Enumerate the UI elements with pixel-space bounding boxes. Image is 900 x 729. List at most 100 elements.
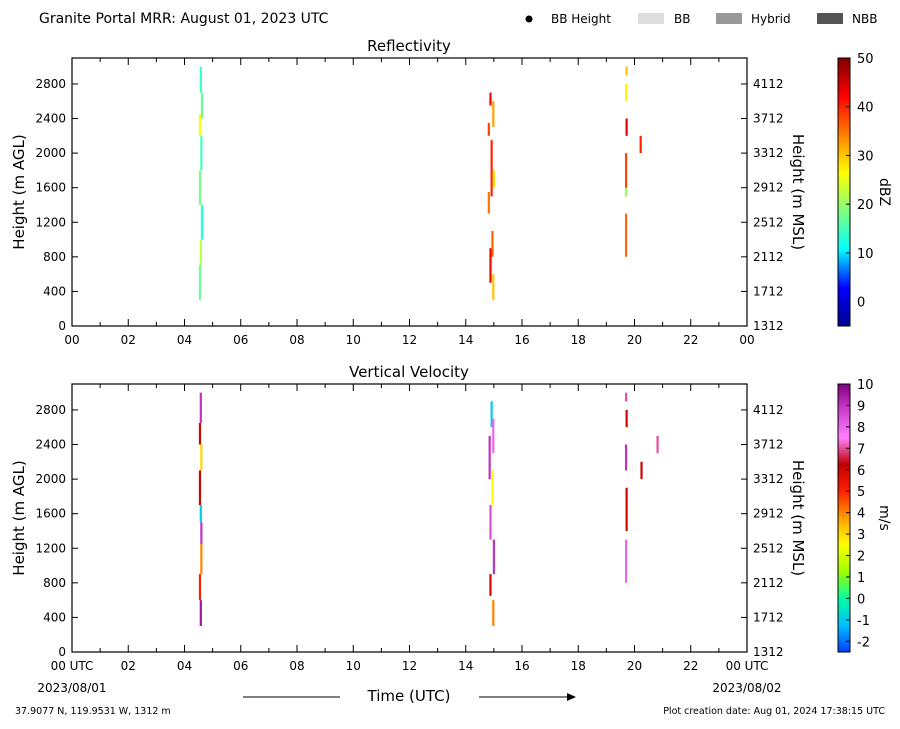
legend-nbb-swatch xyxy=(817,13,843,24)
reflectivity-colorbar-tick-label: 40 xyxy=(857,101,874,116)
legend-hybrid-swatch xyxy=(716,13,742,24)
reflectivity-echo-segment xyxy=(198,114,202,136)
velocity-x-tick-label: 04 xyxy=(177,659,192,673)
reflectivity-colorbar-tick-label: 0 xyxy=(857,296,865,311)
figure-title: Granite Portal MRR: August 01, 2023 UTC xyxy=(39,11,329,27)
velocity-y-tick-label-right: 2912 xyxy=(753,507,784,521)
velocity-ylabel-right: Height (m MSL) xyxy=(789,460,807,576)
reflectivity-y-tick-label: 2400 xyxy=(35,112,66,126)
velocity-echo-segment xyxy=(489,505,492,540)
reflectivity-y-tick-label-right: 3312 xyxy=(753,146,784,160)
reflectivity-echo-segment xyxy=(624,187,628,197)
reflectivity-echo-segment xyxy=(492,274,495,301)
velocity-x-tick-label: 06 xyxy=(233,659,248,673)
reflectivity-echo-segment xyxy=(625,66,628,76)
reflectivity-echo-segment xyxy=(198,265,202,301)
velocity-colorbar-tick-label: 9 xyxy=(857,399,865,414)
velocity-y-tick-label-right: 3712 xyxy=(753,438,784,452)
reflectivity-ylabel-right: Height (m MSL) xyxy=(789,134,807,250)
velocity-plot-frame xyxy=(71,383,748,653)
reflectivity-echo-segment xyxy=(199,66,202,93)
velocity-colorbar-tick-label: 6 xyxy=(857,464,865,479)
reflectivity-colorbar-tick-label: 10 xyxy=(857,247,874,262)
reflectivity-title: Reflectivity xyxy=(367,37,451,55)
reflectivity-echo-segment xyxy=(491,230,494,257)
legend-bb-swatch xyxy=(638,13,664,24)
reflectivity-echo-segment xyxy=(200,92,204,119)
reflectivity-x-tick-label: 10 xyxy=(346,333,361,347)
reflectivity-x-tick-label: 14 xyxy=(458,333,473,347)
time-arrow-head xyxy=(567,693,576,701)
velocity-colorbar-tick-label: 5 xyxy=(857,485,865,500)
reflectivity-y-tick-label: 1600 xyxy=(35,181,66,195)
reflectivity-echo-segment xyxy=(624,213,628,257)
velocity-echo-segment xyxy=(200,543,203,575)
velocity-colorbar-tick-label: 3 xyxy=(857,528,865,543)
velocity-colorbar xyxy=(837,383,851,653)
velocity-echo-segment xyxy=(492,600,495,627)
reflectivity-y-tick-label-right: 2112 xyxy=(753,250,784,264)
velocity-echo-segment xyxy=(200,444,203,471)
reflectivity-echo-segment xyxy=(198,170,202,205)
legend-bb-height-label: BB Height xyxy=(551,12,611,26)
velocity-colorbar-tick-label: 0 xyxy=(857,592,865,607)
reflectivity-echo-segment xyxy=(492,170,495,188)
reflectivity-echo-segment xyxy=(489,92,492,106)
reflectivity-y-tick-label-right: 1312 xyxy=(753,319,784,333)
velocity-echo-segment xyxy=(624,539,628,583)
reflectivity-x-tick-label: 00 xyxy=(739,333,754,347)
reflectivity-echo-segment xyxy=(200,135,203,171)
reflectivity-y-tick-label-right: 3712 xyxy=(753,112,784,126)
velocity-y-tick-label: 2400 xyxy=(35,438,66,452)
plot-creation-date: Plot creation date: Aug 01, 2024 17:38:1… xyxy=(663,706,885,717)
reflectivity-y-tick-label: 1200 xyxy=(35,215,66,229)
velocity-y-tick-label: 1200 xyxy=(35,541,66,555)
velocity-colorbar-tick-label: 2 xyxy=(857,550,865,565)
reflectivity-y-tick-label-right: 4112 xyxy=(753,77,784,91)
velocity-colorbar-label: m/s xyxy=(876,505,892,531)
velocity-y-tick-label: 1600 xyxy=(35,507,66,521)
velocity-echo-segment xyxy=(199,392,202,423)
reflectivity-colorbar-tick-label: 50 xyxy=(857,52,874,67)
velocity-x-tick-label: 10 xyxy=(346,659,361,673)
velocity-echo-segment xyxy=(624,444,628,471)
reflectivity-x-tick-label: 18 xyxy=(571,333,586,347)
velocity-echo-segment xyxy=(199,505,202,523)
reflectivity-plot-frame xyxy=(71,57,748,327)
velocity-echo-segment xyxy=(625,409,628,428)
velocity-y-tick-label-right: 1312 xyxy=(753,645,784,659)
legend-bb-height-marker xyxy=(525,15,533,23)
reflectivity-y-tick-label: 2000 xyxy=(35,146,66,160)
reflectivity-x-tick-label: 00 xyxy=(64,333,79,347)
reflectivity-echo-segment xyxy=(624,153,628,197)
reflectivity-y-tick-label-right: 1712 xyxy=(753,284,784,298)
reflectivity-echo-segment xyxy=(199,239,202,266)
time-axis-label: Time (UTC) xyxy=(367,687,451,705)
velocity-x-tick-label: 16 xyxy=(514,659,529,673)
reflectivity-x-tick-label: 04 xyxy=(177,333,192,347)
velocity-x-tick-label: 00 UTC xyxy=(51,659,94,673)
reflectivity-x-tick-label: 12 xyxy=(402,333,417,347)
vertical-velocity-panel: Vertical Velocity Height (m AGL) Height … xyxy=(10,363,892,673)
velocity-y-tick-label-right: 1712 xyxy=(753,610,784,624)
reflectivity-echo-segment xyxy=(489,248,492,283)
reflectivity-x-tick-label: 20 xyxy=(627,333,642,347)
velocity-x-tick-label: 22 xyxy=(683,659,698,673)
velocity-y-tick-label-right: 4112 xyxy=(753,403,784,417)
reflectivity-echo-segment xyxy=(490,140,493,197)
reflectivity-colorbar-tick-label: 30 xyxy=(857,149,874,164)
velocity-colorbar-tick-label: -2 xyxy=(857,635,870,650)
velocity-y-tick-label-right: 3312 xyxy=(753,472,784,486)
velocity-echo-segment xyxy=(198,574,202,601)
velocity-echo-segment xyxy=(198,422,202,445)
reflectivity-echo-segment xyxy=(625,118,628,136)
velocity-x-tick-label: 12 xyxy=(402,659,417,673)
velocity-ylabel: Height (m AGL) xyxy=(10,460,28,575)
velocity-echo-segment xyxy=(640,461,643,480)
reflectivity-y-tick-label: 0 xyxy=(58,319,66,333)
velocity-x-tick-label: 20 xyxy=(627,659,642,673)
velocity-y-tick-label-right: 2112 xyxy=(753,576,784,590)
velocity-echo-segment xyxy=(199,600,202,627)
velocity-x-tick-label: 02 xyxy=(121,659,136,673)
